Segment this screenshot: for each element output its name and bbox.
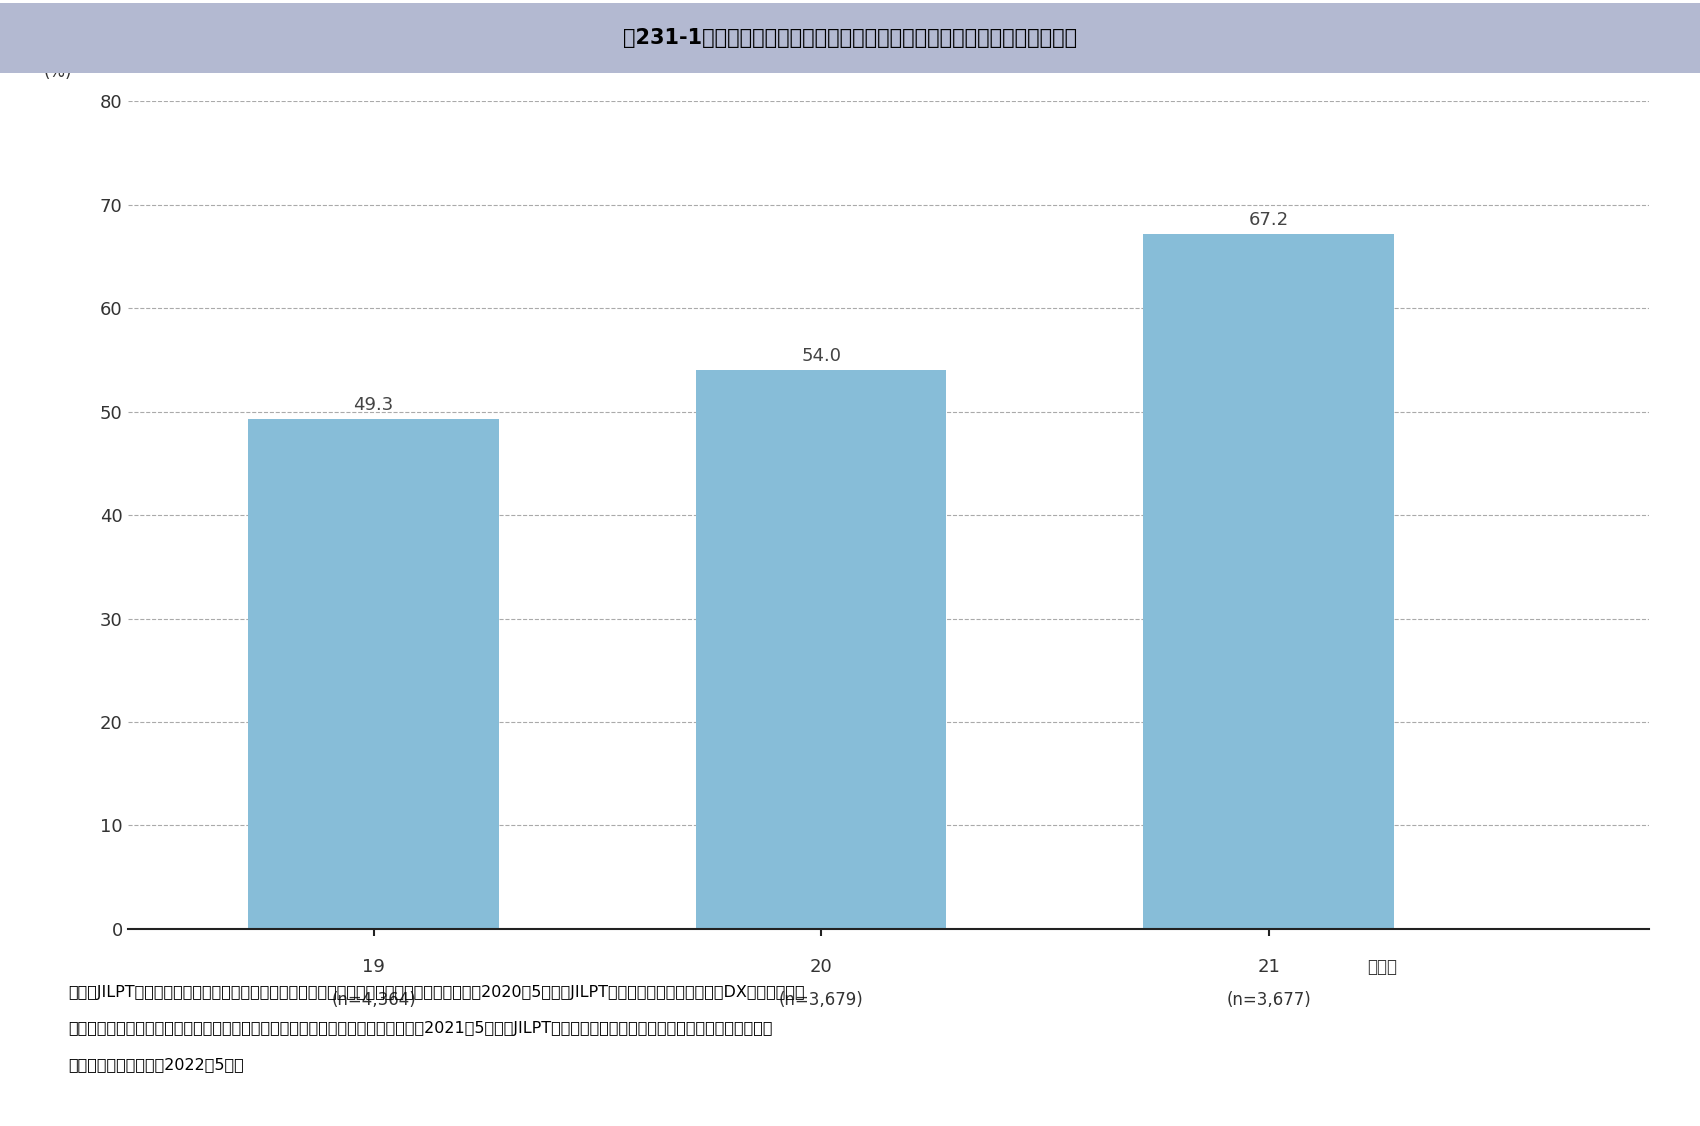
Text: 49.3: 49.3 bbox=[354, 395, 394, 413]
Text: 資料：JILPT「デジタル技術の進展に対応したものづくり人材の確保・育成に関する調査」（2020年5月）、JILPT「ものづくり産業におけるDX（デジタルト: 資料：JILPT「デジタル技術の進展に対応したものづくり人材の確保・育成に関する… bbox=[68, 985, 804, 1000]
Text: (%): (%) bbox=[44, 63, 73, 81]
Bar bbox=[248, 419, 498, 929]
Text: 20: 20 bbox=[809, 958, 833, 976]
Text: （年）: （年） bbox=[1367, 958, 1397, 976]
Text: 21: 21 bbox=[1258, 958, 1280, 976]
Text: 67.2: 67.2 bbox=[1248, 211, 1289, 229]
Text: 育成に関する調査」（2022年5月）: 育成に関する調査」（2022年5月） bbox=[68, 1057, 243, 1072]
Text: 54.0: 54.0 bbox=[801, 347, 842, 365]
Text: ランスフォーメーション）に対応した人材の確保・育成や働き方に関する調査」（2021年5月）、JILPT「ものづくり産業のデジタル技術活用と人材確保・: ランスフォーメーション）に対応した人材の確保・育成や働き方に関する調査」（202… bbox=[68, 1021, 772, 1036]
Bar bbox=[1144, 234, 1394, 929]
Text: 19: 19 bbox=[362, 958, 386, 976]
Text: 図231-1　ものづくりの工程・活動におけるデジタル技術の活用状況の推移: 図231-1 ものづくりの工程・活動におけるデジタル技術の活用状況の推移 bbox=[622, 28, 1078, 48]
Bar bbox=[695, 370, 947, 929]
Text: (n=3,677): (n=3,677) bbox=[1226, 991, 1311, 1009]
Text: (n=4,364): (n=4,364) bbox=[332, 991, 416, 1009]
Text: (n=3,679): (n=3,679) bbox=[779, 991, 864, 1009]
